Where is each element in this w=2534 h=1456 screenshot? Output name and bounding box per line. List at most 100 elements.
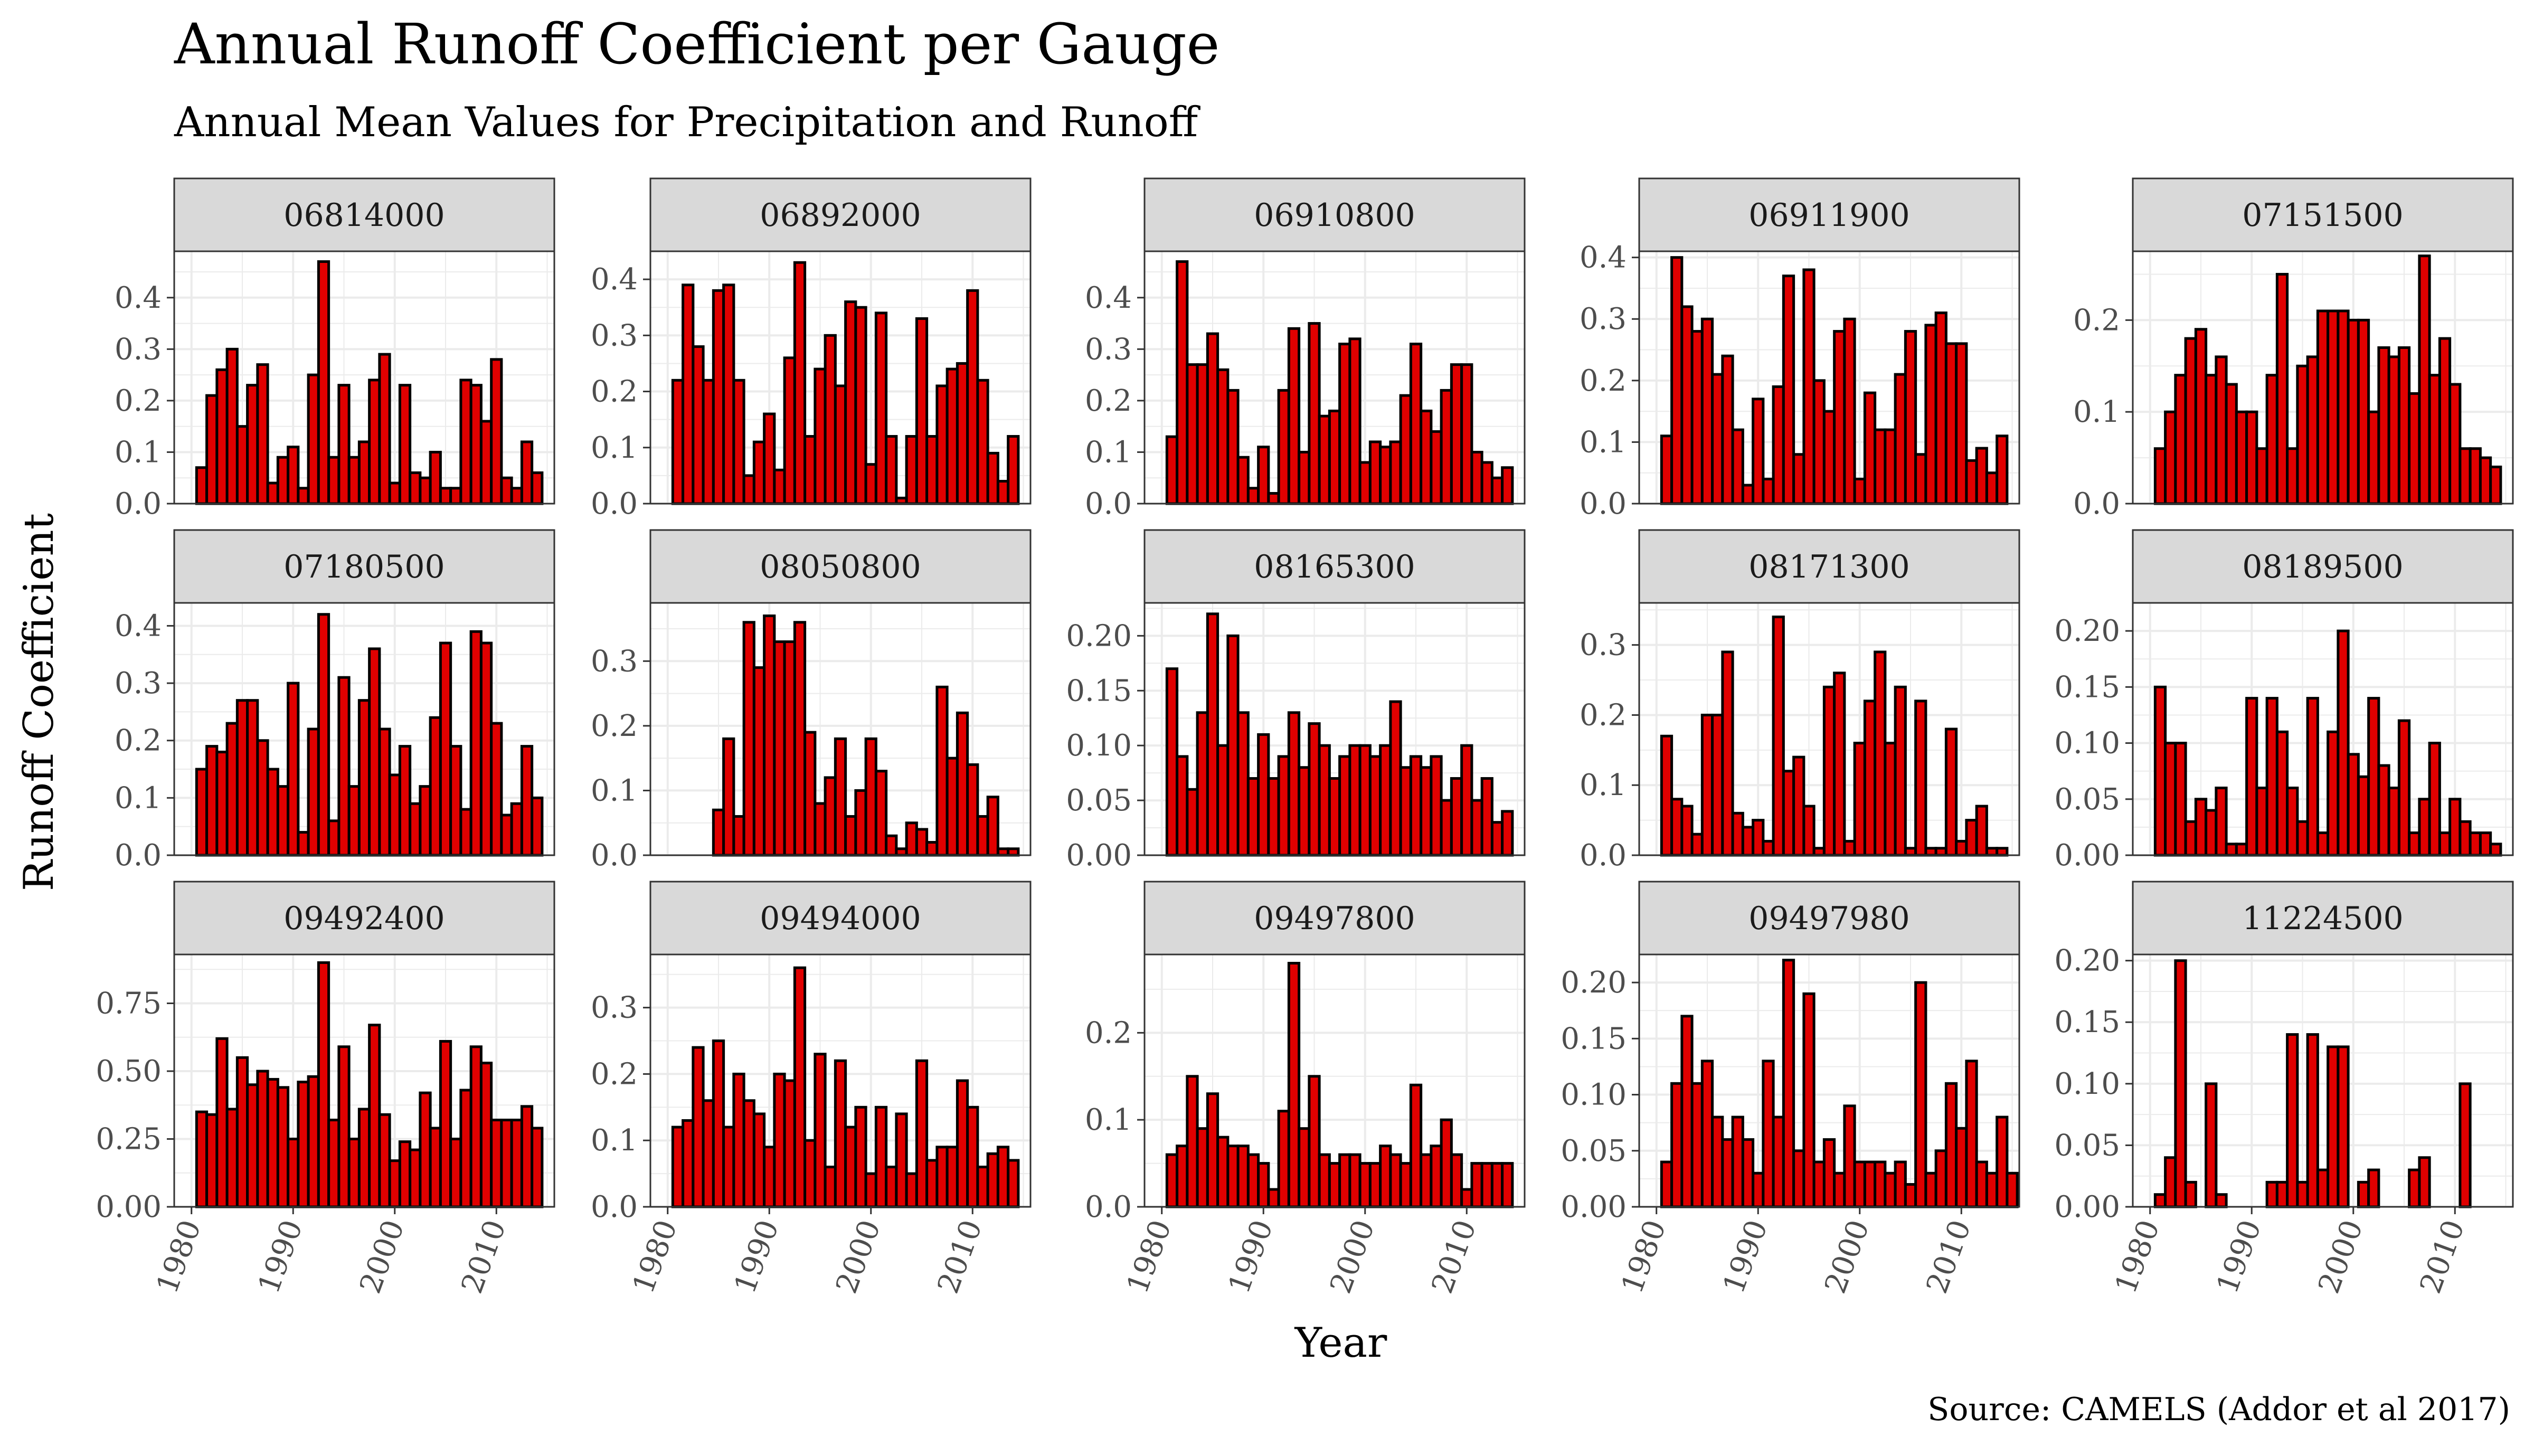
panel-border xyxy=(2132,953,2514,1208)
bar xyxy=(1287,961,1301,1208)
x-tick-label: 2010 xyxy=(2414,1216,2472,1298)
panel-background xyxy=(2133,954,2513,1207)
facet-label: 09492400 xyxy=(283,900,445,937)
bar xyxy=(1165,435,1179,505)
bar xyxy=(490,358,503,505)
facet-panel: 09494000 0.0 0.1 0.2 0.3 1980 1990 2000 2010 xyxy=(591,881,1032,1298)
bar xyxy=(1792,755,1805,857)
bar xyxy=(531,1127,544,1208)
bar xyxy=(1236,456,1250,505)
bar xyxy=(1186,363,1199,505)
bar xyxy=(1246,777,1260,857)
bar xyxy=(1501,466,1514,505)
bar xyxy=(722,737,735,857)
bar xyxy=(986,451,999,505)
bar xyxy=(844,815,857,857)
y-tick-label: 0.15 xyxy=(2054,1005,2120,1039)
y-tick-label: 0.10 xyxy=(1066,729,1132,763)
bar xyxy=(2205,374,2218,505)
facet-panel: 09497800 0.0 0.1 0.2 1980 1990 2000 2010 xyxy=(1085,881,1526,1298)
bar xyxy=(1267,777,1280,857)
bar xyxy=(439,641,452,857)
bar xyxy=(2235,843,2248,857)
bar xyxy=(1904,330,1917,505)
bar xyxy=(1812,847,1826,857)
bar xyxy=(814,367,827,505)
bar xyxy=(225,722,239,857)
facet-panel: 06814000 0.0 0.1 0.2 0.3 0.4 xyxy=(115,177,555,521)
bar xyxy=(297,831,310,857)
y-tick-label: 0.3 xyxy=(115,332,162,366)
bar xyxy=(469,630,483,857)
bar xyxy=(773,1072,786,1208)
bar xyxy=(500,1119,513,1208)
bar xyxy=(1216,1136,1230,1208)
bar xyxy=(2296,1180,2309,1208)
bar xyxy=(1752,819,1765,857)
bar xyxy=(1267,491,1280,505)
bar xyxy=(1287,327,1301,505)
bar xyxy=(1480,777,1493,857)
bar xyxy=(1782,275,1795,505)
bar xyxy=(834,1059,847,1208)
bar xyxy=(195,1110,209,1208)
bar xyxy=(317,613,330,857)
bar xyxy=(752,666,766,857)
bar xyxy=(1741,826,1755,857)
bar xyxy=(1196,711,1209,857)
bar xyxy=(1955,839,1968,857)
bar xyxy=(1792,453,1805,505)
facet-strip xyxy=(1638,177,2020,252)
bar xyxy=(317,260,330,505)
bar xyxy=(246,384,259,505)
y-tick-label: 0.3 xyxy=(1085,332,1132,366)
y-axis-title: Runoff Coefficient xyxy=(15,513,63,891)
bar xyxy=(1246,1153,1260,1208)
bar xyxy=(1490,821,1504,857)
bar xyxy=(429,1127,442,1208)
bar xyxy=(1904,1183,1917,1208)
bar xyxy=(1257,1162,1270,1208)
bar xyxy=(490,1119,503,1208)
bar xyxy=(1731,811,1744,857)
facet-panel: 08171300 0.0 0.1 0.2 0.3 xyxy=(1580,529,2020,873)
bar xyxy=(864,737,877,857)
bar xyxy=(976,815,989,857)
facet-panel: 06910800 0.0 0.1 0.2 0.3 0.4 xyxy=(1085,177,1526,521)
bar xyxy=(205,1113,219,1208)
bar xyxy=(357,1108,371,1208)
bar xyxy=(1308,1075,1321,1208)
bar xyxy=(1460,363,1473,505)
x-tick-label: 2010 xyxy=(931,1216,989,1298)
bar xyxy=(1196,1127,1209,1208)
facet-strip xyxy=(1143,529,1526,604)
x-tick-label: 2000 xyxy=(353,1216,411,1298)
bar xyxy=(752,1112,766,1208)
bar xyxy=(2418,1156,2431,1208)
bar xyxy=(479,1062,493,1208)
bar xyxy=(2408,1168,2421,1208)
bar xyxy=(1348,1153,1361,1208)
facet-strip xyxy=(173,529,555,604)
bar xyxy=(1450,1153,1463,1208)
bar xyxy=(1944,342,1958,505)
bar xyxy=(885,435,898,505)
bar xyxy=(1277,755,1290,857)
facet-strip xyxy=(649,529,1032,604)
bar xyxy=(1328,409,1341,505)
panel-border xyxy=(1638,953,2020,1208)
y-tick-label: 0.2 xyxy=(591,1057,638,1091)
bar xyxy=(1802,268,1816,505)
bar xyxy=(773,640,786,857)
bar xyxy=(986,796,999,857)
bar xyxy=(2225,383,2238,505)
bar xyxy=(1924,847,1937,857)
bar xyxy=(419,785,432,857)
x-tick-label: 1980 xyxy=(626,1216,684,1298)
bar xyxy=(1843,317,1856,505)
bar xyxy=(1226,634,1240,857)
chart-title: Annual Runoff Coefficient per Gauge xyxy=(174,12,1219,77)
bar xyxy=(1501,810,1514,857)
bar xyxy=(976,1166,989,1208)
bar xyxy=(2174,742,2187,857)
